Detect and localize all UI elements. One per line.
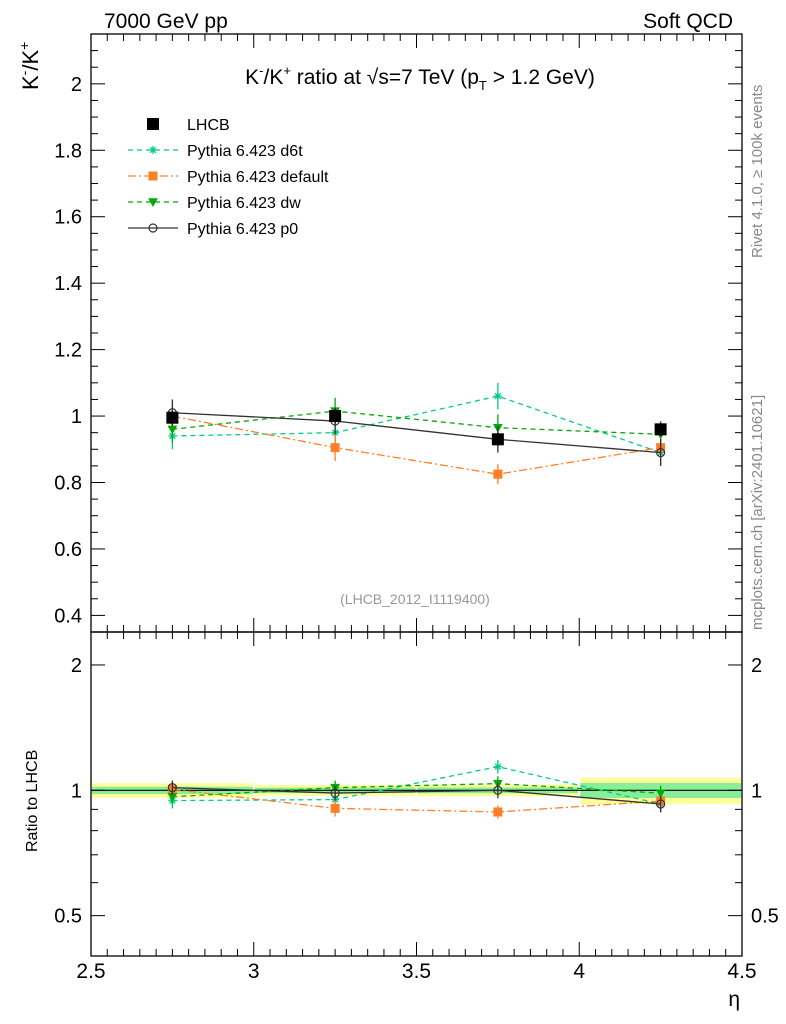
y-axis-label-k1: K: [18, 75, 43, 90]
legend-marker-pythia-6-423-d6t: [149, 146, 157, 154]
point-lhcb: [329, 410, 342, 423]
series-line-pythia-6-423-default: [172, 415, 661, 475]
rivet-label: Rivet 4.1.0, ≥ 100k events: [749, 85, 766, 258]
legend-entry-pythia-6-423-d6t: Pythia 6.423 d6t: [128, 143, 303, 160]
ratio-tick-label-right: 0.5: [751, 906, 779, 928]
y-tick-label: 1.6: [54, 207, 82, 229]
x-axis-label: η: [728, 988, 740, 1011]
legend-marker-pythia-6-423-dw: [148, 198, 158, 208]
title-k2: /K: [263, 66, 283, 89]
legend-entry-lhcb: LHCB: [147, 117, 230, 134]
ratio-line-pythia-6-423-p0: [172, 786, 661, 805]
title-energy: s=7 TeV (p: [378, 66, 479, 89]
title-k1: K: [245, 66, 259, 89]
series-line-pythia-6-423-d6t: [172, 395, 661, 454]
header-left-label: 7000 GeV pp: [104, 10, 228, 33]
point-pythia-6-423-default: [493, 469, 503, 479]
point-lhcb: [166, 411, 179, 424]
analysis-watermark: (LHCB_2012_I1119400): [340, 591, 490, 607]
legend-label-pythia-6-423-d6t: Pythia 6.423 d6t: [187, 143, 303, 160]
ratio-point-pythia-6-423-p0: [493, 785, 503, 795]
ratio-tick-label-right: 2: [751, 655, 762, 677]
y-axis-label-sup1: -: [16, 70, 32, 75]
ratio-line-pythia-6-423-d6t: [172, 765, 661, 805]
point-lhcb: [654, 423, 667, 436]
point-lhcb: [491, 433, 504, 446]
ratio-tick-label: 1: [71, 780, 82, 802]
title-sup2: +: [283, 63, 291, 78]
ratio-plot-area: 2.5 3 3.5 4 4.5 0.5 0.5 1 1 2 2: [54, 631, 779, 983]
ratio-line-pythia-6-423-dw: [172, 782, 661, 798]
point-pythia-6-423-d6t: [493, 392, 502, 401]
legend-label-pythia-6-423-default: Pythia 6.423 default: [187, 169, 329, 186]
y-tick-label: 2: [71, 74, 82, 96]
x-tick-label: 4: [573, 960, 585, 983]
legend: LHCB Pythia 6.423 d6t Pythia 6.423 default…: [128, 117, 329, 238]
ratio-tick-label-right: 1: [751, 780, 762, 802]
x-tick-label: 3.5: [402, 960, 431, 983]
mcplots-label: mcplots.cern.ch [arXiv:2401.10621]: [749, 395, 766, 630]
legend-marker-pythia-6-423-default: [148, 171, 158, 181]
title-sqrt: √: [367, 66, 379, 89]
legend-label-pythia-6-423-p0: Pythia 6.423 p0: [187, 221, 298, 238]
y-tick-label: 1.4: [54, 273, 82, 295]
y-tick-label: 1.8: [54, 140, 82, 162]
x-tick-label: 2.5: [76, 960, 105, 983]
y-axis-label-sup2: +: [16, 42, 32, 50]
ratio-frame: [90, 631, 743, 957]
y-tick-label: 1.2: [54, 340, 82, 362]
legend-entry-pythia-6-423-dw: Pythia 6.423 dw: [128, 195, 301, 212]
x-tick-label: 4.5: [727, 960, 756, 983]
title-sub: T: [479, 78, 487, 93]
ratio-point-pythia-6-423-dw: [655, 789, 666, 799]
ratio-point-pythia-6-423-d6t: [493, 762, 502, 771]
y-axis-label: K-/K+: [16, 42, 43, 90]
series-line-pythia-6-423-dw: [172, 410, 661, 435]
ratio-point-pythia-6-423-default: [493, 807, 503, 817]
ratio-point-pythia-6-423-p0: [167, 783, 177, 793]
title-cut: > 1.2 GeV): [487, 66, 595, 89]
ratio-point-pythia-6-423-p0: [656, 799, 666, 809]
chart-title: K-/K+ ratio at √s=7 TeV (pT > 1.2 GeV): [245, 63, 595, 93]
legend-marker-pythia-6-423-p0: [148, 223, 158, 233]
y-tick-label: 1: [71, 406, 82, 428]
ratio-y-axis-label: Ratio to LHCB: [24, 750, 41, 852]
ratio-tick-label: 0.5: [54, 906, 82, 928]
y-tick-label: 0.4: [54, 605, 82, 627]
y-tick-label: 0.6: [54, 539, 82, 561]
point-pythia-6-423-p0: [656, 448, 666, 458]
legend-marker-lhcb: [147, 118, 159, 130]
series-line-pythia-6-423-p0: [172, 412, 661, 454]
title-sup1: -: [259, 63, 263, 78]
x-tick-label: 3: [248, 960, 260, 983]
point-pythia-6-423-default: [330, 443, 340, 453]
legend-label-pythia-6-423-dw: Pythia 6.423 dw: [187, 195, 301, 212]
legend-entry-pythia-6-423-p0: Pythia 6.423 p0: [128, 221, 298, 238]
ratio-point-pythia-6-423-p0: [330, 788, 340, 798]
point-pythia-6-423-dw: [167, 425, 178, 435]
y-tick-label: 0.8: [54, 473, 82, 495]
ratio-tick-label: 2: [71, 655, 82, 677]
ratio-line-pythia-6-423-default: [172, 788, 661, 813]
title-mid: ratio at: [291, 66, 367, 89]
legend-label-lhcb: LHCB: [187, 117, 230, 134]
main-plot-area: 0.4 0.6 0.8 1 1.2 1.4 1.6 1.8 2: [54, 33, 743, 956]
y-axis-label-k2: /K: [18, 50, 43, 71]
header-right-label: Soft QCD: [643, 10, 733, 33]
legend-entry-pythia-6-423-default: Pythia 6.423 default: [128, 169, 329, 186]
ratio-point-pythia-6-423-default: [330, 803, 340, 813]
